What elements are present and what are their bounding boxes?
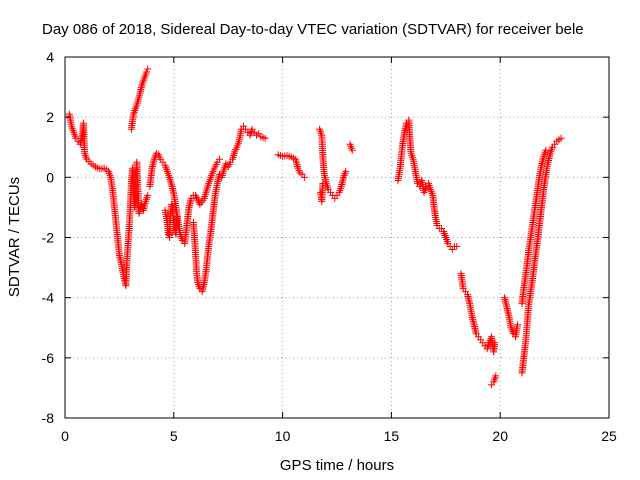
data-point-277 xyxy=(131,107,139,115)
data-point-680 xyxy=(342,167,350,175)
y-tick-label: -6 xyxy=(42,350,55,366)
data-point-278 xyxy=(132,105,140,113)
data-point-330 xyxy=(167,177,175,185)
data-point-601 xyxy=(204,183,212,191)
data-point-560 xyxy=(230,152,238,160)
x-tick-label: 10 xyxy=(275,428,291,444)
data-point-589 xyxy=(193,195,201,203)
data-point-902 xyxy=(514,321,522,329)
data-point-586 xyxy=(261,134,269,142)
y-tick-label: 4 xyxy=(46,49,54,65)
y-tick-label: -2 xyxy=(42,230,55,246)
data-point-614 xyxy=(215,155,223,163)
grid xyxy=(65,57,609,418)
y-tick-labels: -8 -6 -4 -2 0 2 4 xyxy=(42,49,55,426)
data-point-870 xyxy=(491,339,499,347)
data-point-275 xyxy=(130,110,138,118)
y-tick-label: -4 xyxy=(42,290,55,306)
data-point-588 xyxy=(192,193,200,201)
data-point-696 xyxy=(319,179,327,187)
x-tick-label: 20 xyxy=(492,428,508,444)
axis-ticks xyxy=(64,56,610,419)
data-point-632 xyxy=(300,173,308,181)
data-point-814 xyxy=(453,243,461,251)
x-axis-label: GPS time / hours xyxy=(280,457,394,474)
y-tick-label: 0 xyxy=(46,169,54,185)
y-axis-label: SDTVAR / TECUs xyxy=(6,177,23,297)
data-point-276 xyxy=(130,108,138,116)
data-point-600 xyxy=(203,185,211,193)
data-point-297 xyxy=(143,68,151,76)
data-point-279 xyxy=(132,103,140,111)
data-point-599 xyxy=(202,187,210,195)
x-tick-labels: 0 5 10 15 20 25 xyxy=(61,428,617,444)
x-tick-label: 5 xyxy=(170,428,178,444)
x-tick-label: 15 xyxy=(384,428,400,444)
y-tick-label: -8 xyxy=(42,410,55,426)
data-point-700 xyxy=(348,146,356,154)
y-tick-label: 2 xyxy=(46,109,54,125)
data-point-587 xyxy=(192,191,200,199)
data-point-446 xyxy=(173,212,181,220)
data-point-598 xyxy=(202,189,210,197)
data-point-1111 xyxy=(542,146,550,154)
data-point-875 xyxy=(492,372,500,380)
data-point-1028 xyxy=(557,134,565,142)
data-point-561 xyxy=(230,150,238,158)
chart-title: Day 086 of 2018, Sidereal Day-to-day VTE… xyxy=(42,21,584,38)
x-tick-label: 0 xyxy=(61,428,69,444)
x-tick-label: 25 xyxy=(601,428,617,444)
data-point-298 xyxy=(144,65,152,73)
data-point-266 xyxy=(144,191,152,199)
data-points xyxy=(65,65,565,389)
